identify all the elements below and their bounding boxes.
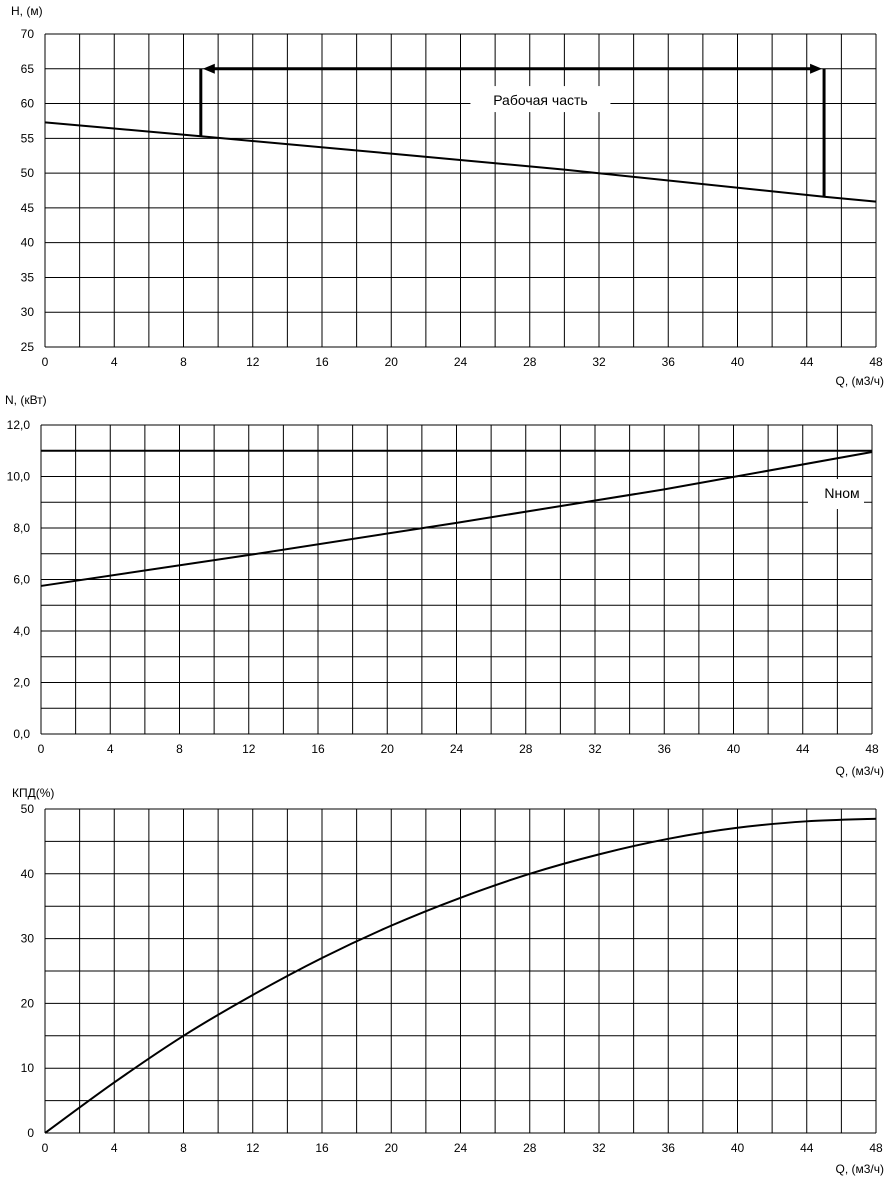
power-y-axis-label: N, (кВт) [5, 393, 47, 407]
head-x-ticks: 0 4 8 12 16 20 24 28 32 36 40 44 48 [42, 355, 883, 369]
y-tick-label: 55 [21, 131, 35, 145]
x-tick-label: 48 [865, 742, 879, 756]
x-tick-label: 24 [450, 742, 464, 756]
x-tick-label: 32 [588, 742, 602, 756]
x-tick-label: 16 [311, 742, 325, 756]
head-series [44, 121, 877, 203]
power-grid [40, 424, 873, 735]
x-tick-label: 16 [315, 355, 329, 369]
power-x-ticks: 0 4 8 12 16 20 24 28 32 36 40 44 48 [38, 742, 879, 756]
x-tick-label: 0 [42, 1141, 49, 1155]
x-tick-label: 32 [592, 355, 606, 369]
x-tick-label: 40 [731, 355, 745, 369]
head-y-axis-label: H, (м) [11, 4, 43, 18]
efficiency-series [44, 817, 877, 1134]
x-tick-label: 24 [454, 355, 468, 369]
power-y-ticks: 0,0 2,0 4,0 6,0 8,0 10,0 12,0 [7, 418, 31, 741]
x-tick-label: 44 [800, 1141, 814, 1155]
x-tick-label: 12 [246, 1141, 260, 1155]
head-y-ticks: 25 30 35 40 45 50 55 60 65 70 [21, 27, 35, 354]
y-tick-label: 30 [21, 305, 35, 319]
x-tick-label: 28 [523, 355, 537, 369]
x-tick-label: 0 [38, 742, 45, 756]
y-tick-label: 50 [21, 166, 35, 180]
x-tick-label: 40 [731, 1141, 745, 1155]
y-tick-label: 20 [21, 996, 35, 1010]
head-grid [44, 33, 877, 348]
series-line-1 [40, 451, 873, 587]
nominal-label-bg [808, 479, 864, 509]
efficiency-x-axis-label: Q, (м3/ч) [835, 1162, 884, 1176]
x-tick-label: 8 [180, 355, 187, 369]
y-tick-label: 10,0 [7, 470, 31, 484]
x-tick-label: 44 [796, 742, 810, 756]
x-tick-label: 28 [523, 1141, 537, 1155]
x-tick-label: 8 [176, 742, 183, 756]
head-x-axis-label: Q, (м3/ч) [835, 374, 884, 388]
x-tick-label: 4 [107, 742, 114, 756]
x-tick-label: 20 [381, 742, 395, 756]
x-tick-label: 40 [727, 742, 741, 756]
working-range-arrowhead-left [202, 63, 215, 74]
head-chart: 0 4 8 12 16 20 24 28 32 36 40 44 48 2530354045505560… [11, 4, 884, 388]
power-chart: 0 4 8 12 16 20 24 28 32 36 40 44 48 0,02,04,06,08,01… [5, 393, 884, 778]
x-tick-label: 48 [869, 1141, 883, 1155]
nominal-power-label: Nном [824, 485, 859, 501]
series-line-1 [44, 817, 877, 1134]
y-tick-label: 40 [21, 867, 35, 881]
efficiency-y-axis-label: КПД(%) [12, 786, 54, 800]
y-tick-label: 8,0 [13, 521, 30, 535]
x-tick-label: 36 [662, 1141, 676, 1155]
y-tick-label: 60 [21, 97, 35, 111]
working-range-label: Рабочая часть [493, 92, 588, 108]
efficiency-y-ticks: 0 10 20 30 40 50 [21, 802, 35, 1140]
series-line-1 [44, 121, 877, 203]
working-range-annotation: Рабочая часть [199, 63, 826, 197]
y-tick-label: 30 [21, 932, 35, 946]
x-tick-label: 20 [385, 355, 399, 369]
y-tick-label: 65 [21, 62, 35, 76]
y-tick-label: 12,0 [7, 418, 31, 432]
x-tick-label: 20 [385, 1141, 399, 1155]
y-tick-label: 25 [21, 340, 35, 354]
x-tick-label: 8 [180, 1141, 187, 1155]
x-tick-label: 36 [662, 355, 676, 369]
x-tick-label: 48 [869, 355, 883, 369]
y-tick-label: 35 [21, 270, 35, 284]
x-tick-label: 0 [42, 355, 49, 369]
x-tick-label: 24 [454, 1141, 468, 1155]
y-tick-label: 2,0 [13, 676, 30, 690]
y-tick-label: 10 [21, 1061, 35, 1075]
x-tick-label: 12 [242, 742, 256, 756]
x-tick-label: 32 [592, 1141, 606, 1155]
efficiency-grid [44, 808, 877, 1134]
x-tick-label: 16 [315, 1141, 329, 1155]
power-series [40, 449, 873, 587]
x-tick-label: 36 [658, 742, 672, 756]
y-tick-label: 4,0 [13, 624, 30, 638]
efficiency-x-ticks: 0 4 8 12 16 20 24 28 32 36 40 44 48 [42, 1141, 883, 1155]
y-tick-label: 0,0 [13, 727, 30, 741]
x-tick-label: 4 [111, 1141, 118, 1155]
y-tick-label: 70 [21, 27, 35, 41]
working-range-label-bg [470, 86, 611, 113]
x-tick-label: 4 [111, 355, 118, 369]
x-tick-label: 44 [800, 355, 814, 369]
x-tick-label: 28 [519, 742, 533, 756]
y-tick-label: 45 [21, 201, 35, 215]
working-range-arrowhead-right [810, 63, 823, 74]
y-tick-label: 40 [21, 236, 35, 250]
x-tick-label: 12 [246, 355, 260, 369]
y-tick-label: 50 [21, 802, 35, 816]
y-tick-label: 0 [27, 1126, 34, 1140]
y-tick-label: 6,0 [13, 573, 30, 587]
power-x-axis-label: Q, (м3/ч) [835, 764, 884, 778]
